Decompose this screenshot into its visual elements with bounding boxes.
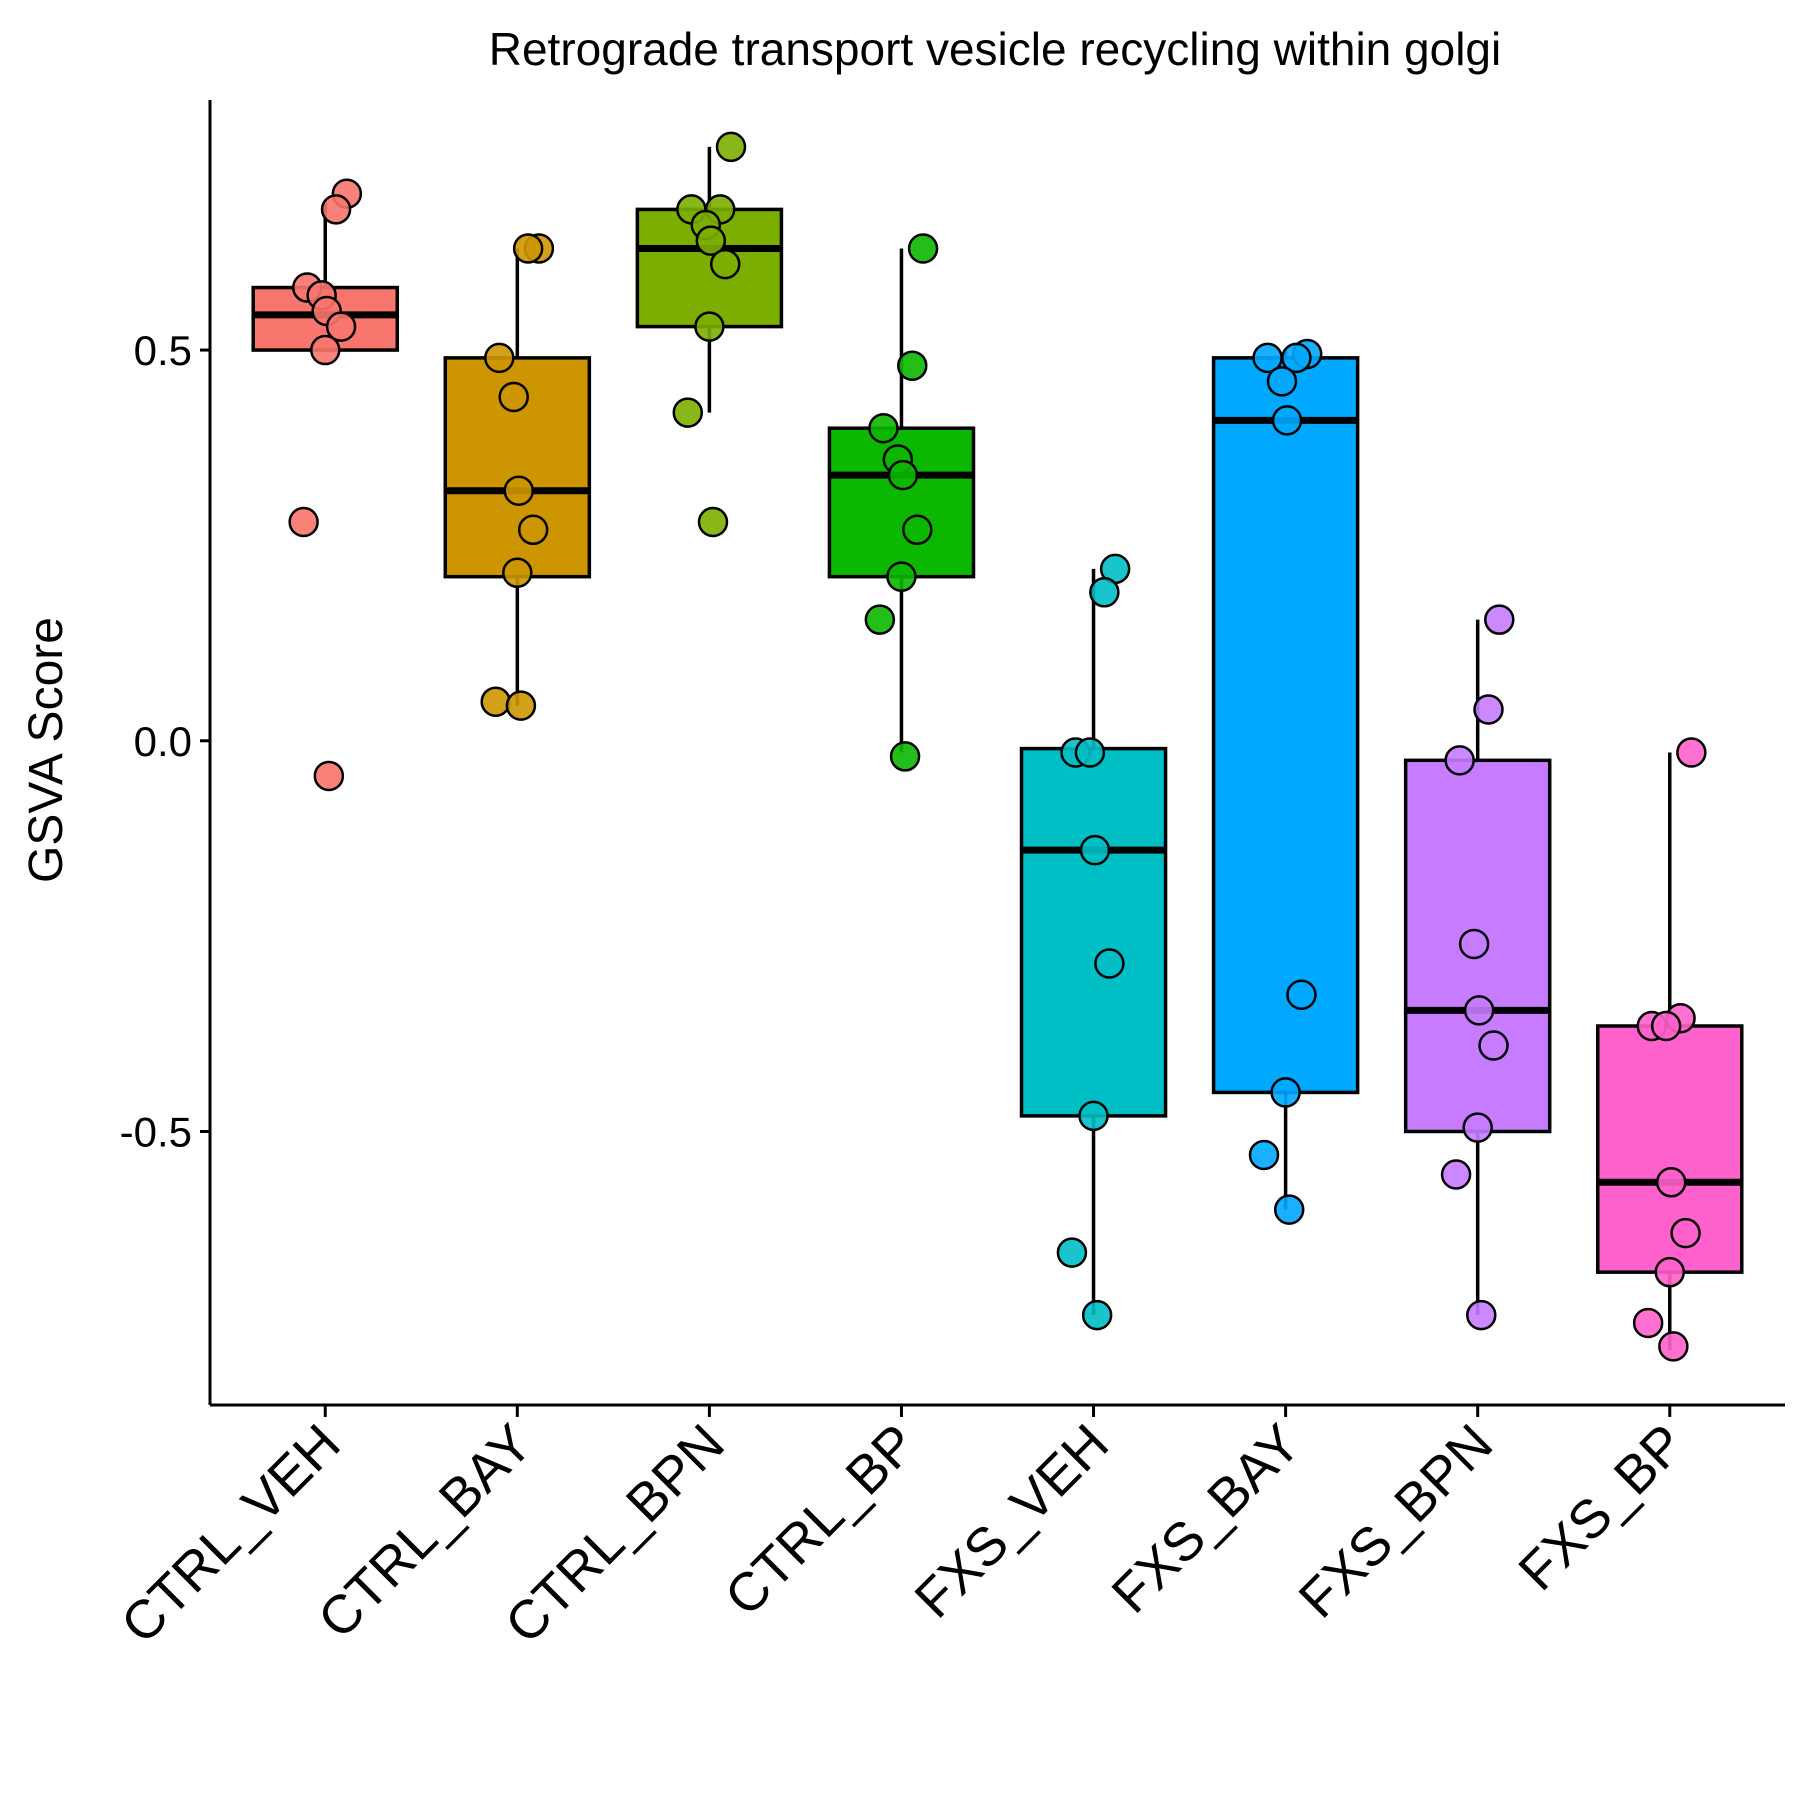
data-point xyxy=(1440,1159,1472,1190)
data-point xyxy=(1444,745,1475,776)
data-point xyxy=(1271,405,1303,436)
data-point xyxy=(1273,1194,1305,1225)
data-point xyxy=(1081,1299,1113,1331)
box-fxs-bay xyxy=(1211,356,1360,1095)
data-point xyxy=(694,311,725,342)
y-axis-label: GSVA Score xyxy=(20,617,73,883)
x-tick-label: CTRL_VEH xyxy=(110,1413,352,1655)
data-point xyxy=(868,412,899,444)
data-point xyxy=(1056,1237,1088,1268)
data-point xyxy=(907,233,939,264)
data-point xyxy=(309,334,341,366)
x-tick-label: CTRL_BP xyxy=(714,1413,928,1627)
x-tick-label: FXS_BPN xyxy=(1288,1413,1504,1629)
data-point xyxy=(1248,1139,1280,1171)
data-point xyxy=(1478,1030,1509,1061)
data-point xyxy=(887,459,919,491)
data-point xyxy=(1650,1010,1682,1042)
y-tick-label: 0.5 xyxy=(134,327,192,374)
data-point xyxy=(715,131,747,163)
data-point xyxy=(1670,1217,1701,1249)
data-point xyxy=(1078,1100,1109,1132)
chart-title: Retrograde transport vesicle recycling w… xyxy=(489,23,1501,75)
y-tick-label: -0.5 xyxy=(120,1108,192,1155)
data-point xyxy=(1286,979,1317,1010)
data-point xyxy=(1266,366,1298,397)
data-point xyxy=(1463,995,1495,1026)
data-point xyxy=(864,604,896,635)
data-point xyxy=(1462,1112,1493,1143)
data-point xyxy=(480,686,511,717)
x-tick-label: FXS_BAY xyxy=(1101,1413,1313,1625)
data-point xyxy=(672,397,704,428)
plot-area: 0.50.0-0.5CTRL_VEHCTRL_BAYCTRL_BPNCTRL_B… xyxy=(110,100,1785,1655)
box-fxs-veh xyxy=(1019,746,1168,1118)
data-point xyxy=(313,760,345,792)
data-point xyxy=(1655,1167,1687,1198)
data-point xyxy=(1089,577,1120,608)
x-tick-label: FXS_VEH xyxy=(904,1413,1120,1629)
data-point xyxy=(1466,1299,1497,1331)
data-point xyxy=(325,311,357,342)
data-point xyxy=(503,475,535,506)
data-point xyxy=(505,690,537,721)
y-tick-label: 0.0 xyxy=(134,718,192,765)
data-point xyxy=(889,741,921,772)
data-point xyxy=(1074,737,1106,768)
x-tick-label: FXS_BP xyxy=(1507,1413,1696,1602)
data-point xyxy=(1632,1307,1664,1339)
data-point xyxy=(709,248,741,280)
data-point xyxy=(1658,1331,1689,1362)
data-point xyxy=(512,233,544,264)
data-point xyxy=(1484,604,1515,635)
data-point xyxy=(320,194,352,225)
data-point xyxy=(484,342,515,374)
data-point xyxy=(1676,737,1707,768)
data-point xyxy=(1094,948,1125,979)
data-point xyxy=(502,557,533,589)
data-point xyxy=(902,514,933,546)
data-point xyxy=(1270,1077,1301,1108)
box-fxs-bp xyxy=(1595,1024,1744,1274)
data-point xyxy=(1473,694,1504,725)
data-point xyxy=(897,350,928,381)
data-point xyxy=(695,225,727,256)
data-point xyxy=(498,381,529,413)
data-point xyxy=(697,506,729,538)
data-point xyxy=(1079,834,1111,866)
data-point xyxy=(1654,1256,1686,1288)
data-point xyxy=(517,514,549,546)
data-point xyxy=(1252,342,1283,374)
data-point xyxy=(1458,928,1490,960)
data-point xyxy=(288,506,319,538)
data-point xyxy=(886,561,917,592)
